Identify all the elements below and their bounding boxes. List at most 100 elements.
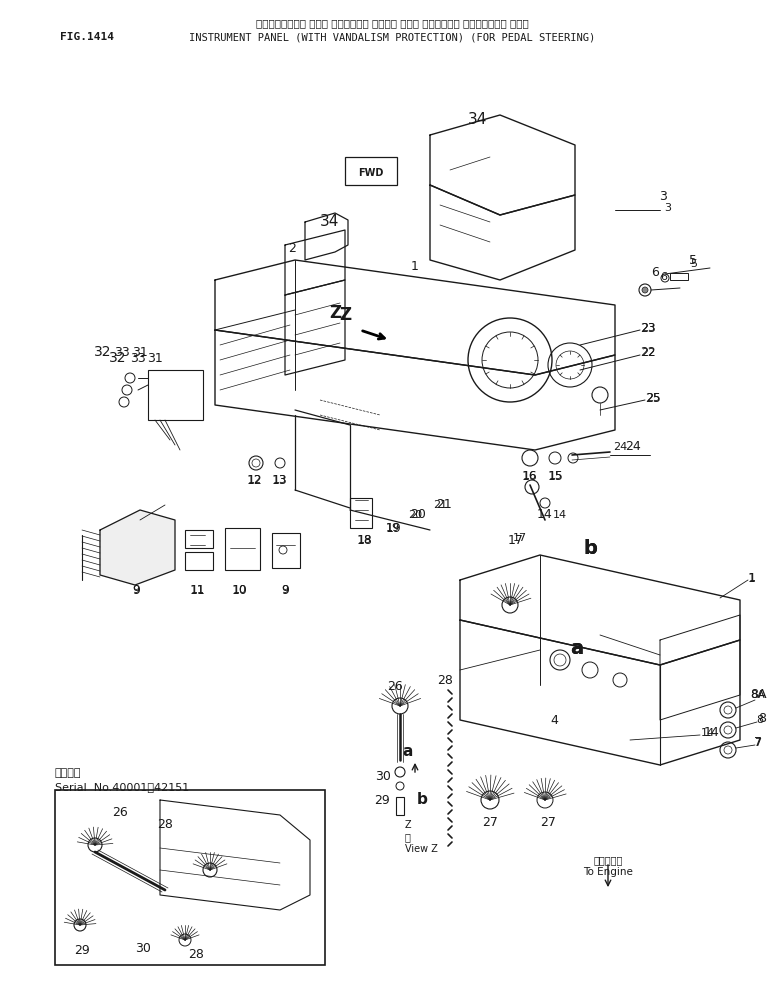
Text: b: b [416,793,427,808]
Text: a: a [571,638,583,657]
Polygon shape [100,510,175,585]
Text: FWD: FWD [358,168,383,178]
Text: 33: 33 [114,346,130,359]
Text: 1: 1 [748,572,756,585]
Bar [225,528,260,570]
Bar [396,797,404,815]
Text: Z: Z [329,304,341,322]
Text: 21: 21 [433,500,447,510]
Text: 10: 10 [233,585,247,595]
Bar [185,530,213,548]
Text: 33: 33 [130,352,146,365]
Bar [55,790,325,965]
Text: 14: 14 [553,510,567,520]
Text: b: b [583,538,597,558]
Text: 11: 11 [191,584,206,597]
Text: Z: Z [405,820,412,830]
Text: 30: 30 [135,941,151,954]
Text: 16: 16 [523,471,537,481]
Text: 8: 8 [758,712,766,724]
Text: To Engine: To Engine [583,867,633,877]
Text: 13: 13 [273,475,287,485]
Text: INSTRUMENT PANEL (WITH VANDALISM PROTECTION) (FOR PEDAL STEERING): INSTRUMENT PANEL (WITH VANDALISM PROTECT… [189,32,595,42]
Text: 32: 32 [94,345,112,359]
Text: 28: 28 [157,819,173,831]
Text: 17: 17 [513,533,527,543]
Text: 15: 15 [548,470,564,483]
Text: View Z: View Z [405,844,438,854]
Text: 12: 12 [248,475,262,485]
Text: 31: 31 [147,352,163,365]
Text: 9: 9 [132,585,140,595]
Text: 9: 9 [281,584,289,597]
Text: 20: 20 [410,508,426,521]
Bar [345,157,397,185]
Bar [272,533,300,568]
Text: a: a [403,744,413,759]
Text: インストルメント パネル （イタズＺラ ボﾞウシ ツキ） （ペﾞタﾞル ステアリンクﾞ ヨウ）: インストルメント パネル （イタズＺラ ボﾞウシ ツキ） （ペﾞタﾞル ステアリ… [256,18,528,28]
Text: 19: 19 [386,523,400,533]
Text: 9: 9 [132,584,140,597]
Text: 27: 27 [482,816,498,828]
Text: 21: 21 [436,498,452,511]
Text: 14: 14 [701,728,715,738]
Text: 18: 18 [358,535,372,545]
Text: 適用号機: 適用号機 [55,768,82,778]
Text: 27: 27 [540,816,556,828]
Text: 17: 17 [508,533,524,546]
Text: 5: 5 [689,254,697,267]
Text: 11: 11 [191,585,205,595]
Text: 26: 26 [387,680,403,693]
Text: Serial  No.40001～42151: Serial No.40001～42151 [55,782,189,792]
Text: 23: 23 [640,321,656,335]
Text: 2: 2 [288,242,296,255]
Text: 31: 31 [132,346,148,359]
Text: 28: 28 [188,948,204,961]
Bar [148,370,203,420]
Text: 26: 26 [112,807,128,820]
Circle shape [642,287,648,293]
Text: 13: 13 [272,474,288,487]
Text: 15: 15 [549,471,563,481]
Text: 24: 24 [613,442,627,452]
Text: 12: 12 [247,474,263,487]
Text: 4: 4 [550,714,558,726]
Text: 7: 7 [754,736,762,749]
Text: 1: 1 [411,260,419,273]
Text: 3: 3 [659,189,667,202]
Text: Z: Z [339,306,351,324]
Text: 14: 14 [704,726,720,739]
Text: 23: 23 [641,323,655,333]
Text: 8: 8 [757,715,764,725]
Text: 34: 34 [321,214,339,230]
Text: 25: 25 [645,391,661,404]
Text: 16: 16 [522,470,538,483]
Text: b: b [583,538,597,558]
Text: 32: 32 [109,351,127,365]
Text: 9: 9 [281,585,289,595]
Text: 18: 18 [357,533,373,546]
Text: 5: 5 [691,259,698,269]
Text: 8A: 8A [750,689,766,702]
Text: 6: 6 [651,267,659,279]
Text: 22: 22 [640,347,656,360]
Text: 34: 34 [468,113,488,128]
Text: 6: 6 [660,272,667,282]
Bar [670,273,688,280]
Text: 8A: 8A [750,690,765,700]
Text: 28: 28 [437,674,453,687]
Bar [350,498,372,528]
Text: 24: 24 [625,441,641,454]
Text: 14: 14 [537,508,553,521]
Text: 20: 20 [408,510,422,520]
Text: 30: 30 [375,769,391,783]
Text: 照: 照 [405,832,411,842]
Bar [185,552,213,570]
Text: 1: 1 [749,573,756,583]
Text: FIG.1414: FIG.1414 [60,32,114,42]
Text: 10: 10 [232,584,248,597]
Text: 7: 7 [754,738,761,748]
Text: 3: 3 [665,203,672,213]
Text: エンジンへ: エンジンへ [593,855,622,865]
Text: 25: 25 [646,393,660,403]
